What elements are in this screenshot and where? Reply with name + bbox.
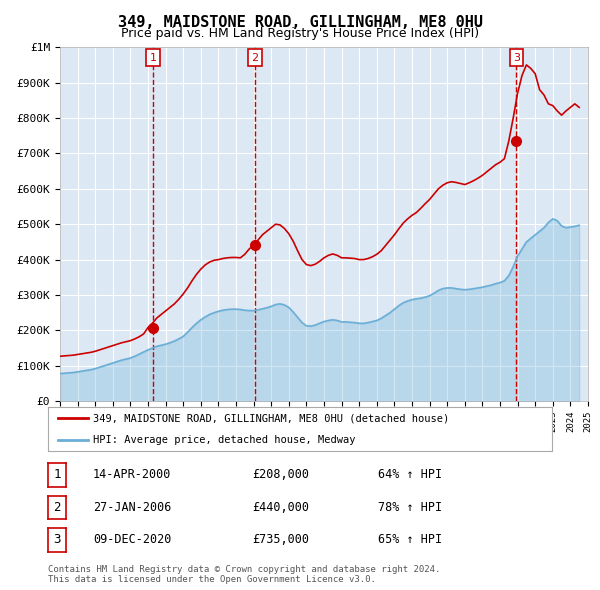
Text: 64% ↑ HPI: 64% ↑ HPI	[378, 468, 442, 481]
Text: 349, MAIDSTONE ROAD, GILLINGHAM, ME8 0HU (detached house): 349, MAIDSTONE ROAD, GILLINGHAM, ME8 0HU…	[94, 413, 449, 423]
Text: £440,000: £440,000	[252, 501, 309, 514]
Text: 14-APR-2000: 14-APR-2000	[93, 468, 172, 481]
Text: 27-JAN-2006: 27-JAN-2006	[93, 501, 172, 514]
Text: 349, MAIDSTONE ROAD, GILLINGHAM, ME8 0HU: 349, MAIDSTONE ROAD, GILLINGHAM, ME8 0HU	[118, 15, 482, 30]
Text: Contains HM Land Registry data © Crown copyright and database right 2024.
This d: Contains HM Land Registry data © Crown c…	[48, 565, 440, 584]
Text: 3: 3	[53, 533, 61, 546]
Text: £735,000: £735,000	[252, 533, 309, 546]
Text: 78% ↑ HPI: 78% ↑ HPI	[378, 501, 442, 514]
Text: 3: 3	[513, 53, 520, 63]
Text: 1: 1	[53, 468, 61, 481]
Text: £208,000: £208,000	[252, 468, 309, 481]
Text: 1: 1	[149, 53, 157, 63]
Text: 09-DEC-2020: 09-DEC-2020	[93, 533, 172, 546]
Text: 2: 2	[53, 501, 61, 514]
Text: Price paid vs. HM Land Registry's House Price Index (HPI): Price paid vs. HM Land Registry's House …	[121, 27, 479, 40]
Text: HPI: Average price, detached house, Medway: HPI: Average price, detached house, Medw…	[94, 435, 356, 445]
Text: 65% ↑ HPI: 65% ↑ HPI	[378, 533, 442, 546]
Text: 2: 2	[251, 53, 259, 63]
